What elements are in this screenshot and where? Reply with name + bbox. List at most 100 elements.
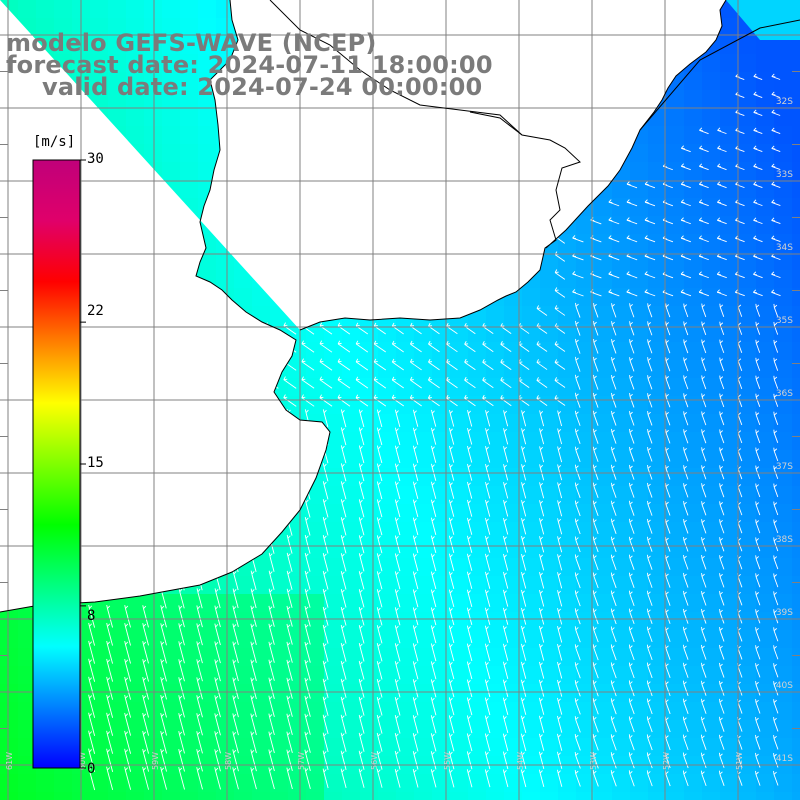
wind-speed-cell (720, 792, 739, 800)
wind-speed-cell (576, 360, 595, 379)
wind-speed-cell (774, 684, 793, 703)
wind-speed-cell (792, 702, 800, 721)
wind-speed-cell (522, 666, 541, 685)
wind-speed-cell (756, 792, 775, 800)
wind-speed-cell (558, 324, 577, 343)
wind-speed-cell (684, 360, 703, 379)
wind-speed-cell (342, 486, 361, 505)
wind-speed-cell (180, 684, 199, 703)
wind-speed-cell (540, 432, 559, 451)
wind-speed-cell (576, 576, 595, 595)
wind-speed-cell (396, 648, 415, 667)
wind-speed-cell (90, 72, 109, 91)
wind-speed-cell (378, 684, 397, 703)
wind-speed-cell (288, 540, 307, 559)
wind-speed-cell (486, 666, 505, 685)
wind-speed-cell (666, 216, 685, 235)
wind-speed-cell (450, 792, 469, 800)
wind-speed-cell (720, 54, 739, 73)
wind-speed-cell (702, 54, 721, 73)
wind-speed-cell (774, 486, 793, 505)
wind-speed-cell (378, 450, 397, 469)
wind-speed-cell (522, 450, 541, 469)
latitude-label: 33S (776, 170, 793, 180)
wind-speed-cell (468, 504, 487, 523)
wind-speed-cell (324, 666, 343, 685)
wind-speed-cell (792, 630, 800, 649)
wind-speed-cell (684, 558, 703, 577)
wind-speed-cell (774, 522, 793, 541)
wind-speed-cell (126, 594, 145, 613)
wind-speed-cell (720, 342, 739, 361)
wind-speed-cell (450, 684, 469, 703)
wind-speed-cell (288, 612, 307, 631)
wind-speed-cell (126, 0, 145, 19)
wind-speed-cell (738, 234, 757, 253)
wind-speed-cell (648, 270, 667, 289)
wind-speed-cell (774, 378, 793, 397)
wind-speed-cell (630, 324, 649, 343)
wind-speed-cell (756, 54, 775, 73)
wind-speed-cell (558, 288, 577, 307)
wind-speed-cell (558, 270, 577, 289)
wind-speed-cell (540, 396, 559, 415)
wind-speed-cell (450, 414, 469, 433)
wind-speed-cell (702, 234, 721, 253)
wind-speed-cell (576, 630, 595, 649)
wind-speed-cell (702, 792, 721, 800)
wind-speed-cell (666, 288, 685, 307)
wind-speed-cell (540, 576, 559, 595)
wind-speed-cell (648, 306, 667, 325)
wind-speed-cell (540, 486, 559, 505)
wind-speed-cell (468, 612, 487, 631)
wind-speed-cell (576, 378, 595, 397)
wind-speed-cell (540, 558, 559, 577)
wind-speed-cell (630, 396, 649, 415)
wind-speed-cell (342, 324, 361, 343)
wind-speed-cell (486, 324, 505, 343)
wind-speed-cell (792, 162, 800, 181)
wind-speed-cell (576, 288, 595, 307)
wind-speed-cell (756, 558, 775, 577)
wind-speed-cell (180, 666, 199, 685)
wind-speed-cell (396, 540, 415, 559)
wind-speed-cell (720, 144, 739, 163)
wind-speed-cell (180, 18, 199, 37)
wind-speed-cell (540, 342, 559, 361)
wind-speed-cell (558, 594, 577, 613)
wind-speed-cell (378, 576, 397, 595)
wind-speed-cell (378, 702, 397, 721)
wind-speed-cell (738, 360, 757, 379)
wind-speed-cell (684, 72, 703, 91)
wind-speed-cell (162, 18, 181, 37)
wind-speed-cell (720, 198, 739, 217)
wind-speed-cell (108, 54, 127, 73)
wind-speed-cell (234, 702, 253, 721)
wind-speed-cell (630, 414, 649, 433)
wind-speed-cell (774, 594, 793, 613)
wind-speed-cell (594, 306, 613, 325)
wind-speed-cell (288, 360, 307, 379)
wind-speed-cell (450, 342, 469, 361)
wind-speed-cell (234, 792, 253, 800)
wind-speed-cell (576, 432, 595, 451)
wind-speed-cell (108, 666, 127, 685)
wind-speed-cell (54, 774, 73, 793)
wind-speed-cell (0, 720, 19, 739)
wind-speed-cell (630, 684, 649, 703)
wind-speed-cell (90, 612, 109, 631)
wind-speed-cell (540, 288, 559, 307)
wind-speed-cell (648, 180, 667, 199)
wind-speed-cell (738, 576, 757, 595)
wind-speed-cell (468, 666, 487, 685)
wind-speed-cell (666, 378, 685, 397)
wind-speed-cell (216, 648, 235, 667)
wind-speed-cell (702, 540, 721, 559)
wind-speed-cell (540, 648, 559, 667)
wind-speed-cell (288, 594, 307, 613)
wind-speed-cell (234, 576, 253, 595)
wind-speed-cell (540, 450, 559, 469)
wind-speed-cell (126, 792, 145, 800)
wind-speed-cell (216, 666, 235, 685)
wind-speed-cell (522, 360, 541, 379)
